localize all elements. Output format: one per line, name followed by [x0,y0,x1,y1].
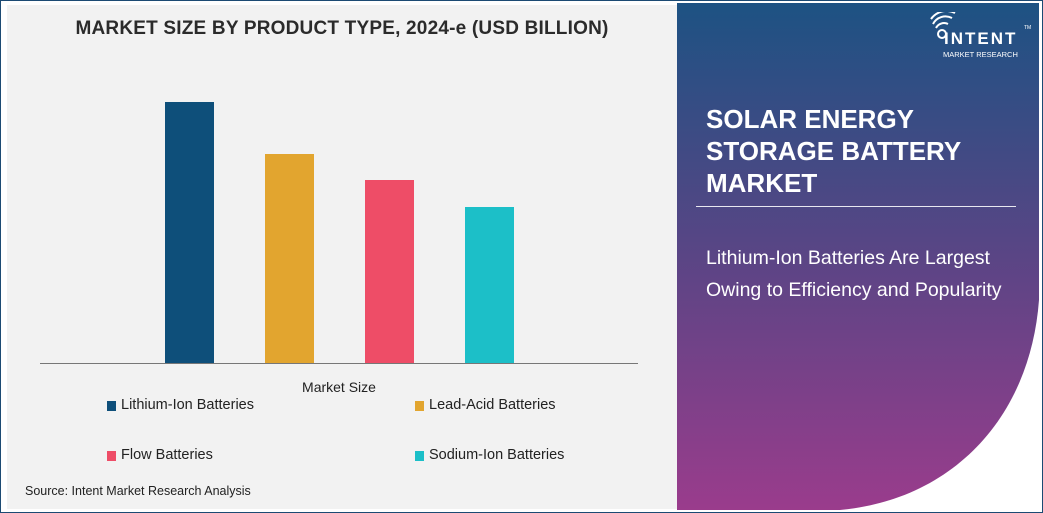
legend-label: Flow Batteries [121,447,213,463]
divider [696,206,1016,207]
legend-label: Sodium-Ion Batteries [429,447,565,463]
x-axis-label: Market Size [302,379,376,395]
legend-label: Lead-Acid Batteries [429,397,556,413]
source-note: Source: Intent Market Research Analysis [25,484,251,498]
legend-swatch [107,400,116,411]
legend-item-lithium-ion: Lithium-Ion Batteries [107,397,254,414]
chart-panel [7,5,677,509]
chart-title: MARKET SIZE BY PRODUCT TYPE, 2024-e (USD… [75,18,609,39]
bar-lithium-ion-batteries [165,102,214,363]
legend-item-lead-acid: Lead-Acid Batteries [415,397,556,414]
legend-item-flow: Flow Batteries [107,447,213,464]
logo-tm: TM [1024,25,1032,31]
legend-label: Lithium-Ion Batteries [121,397,254,413]
report-title: SOLAR ENERGY STORAGE BATTERY MARKET [706,104,961,198]
bar-flow-batteries [365,180,414,363]
intent-logo: INTENT TM MARKET RESEARCH [930,12,1040,62]
legend-swatch [107,450,116,461]
report-subtitle: Lithium-Ion Batteries Are Largest Owing … [706,247,1002,301]
logo-name: INTENT [944,29,1018,48]
logo-sub: MARKET RESEARCH [943,50,1018,59]
legend-item-sodium-ion: Sodium-Ion Batteries [415,447,564,464]
legend-swatch [415,450,424,461]
legend-swatch [415,400,424,411]
bar-sodium-ion-batteries [465,207,514,363]
bar-chart [40,102,638,364]
bar-lead-acid-batteries [265,154,314,363]
signal-icon [930,12,956,39]
